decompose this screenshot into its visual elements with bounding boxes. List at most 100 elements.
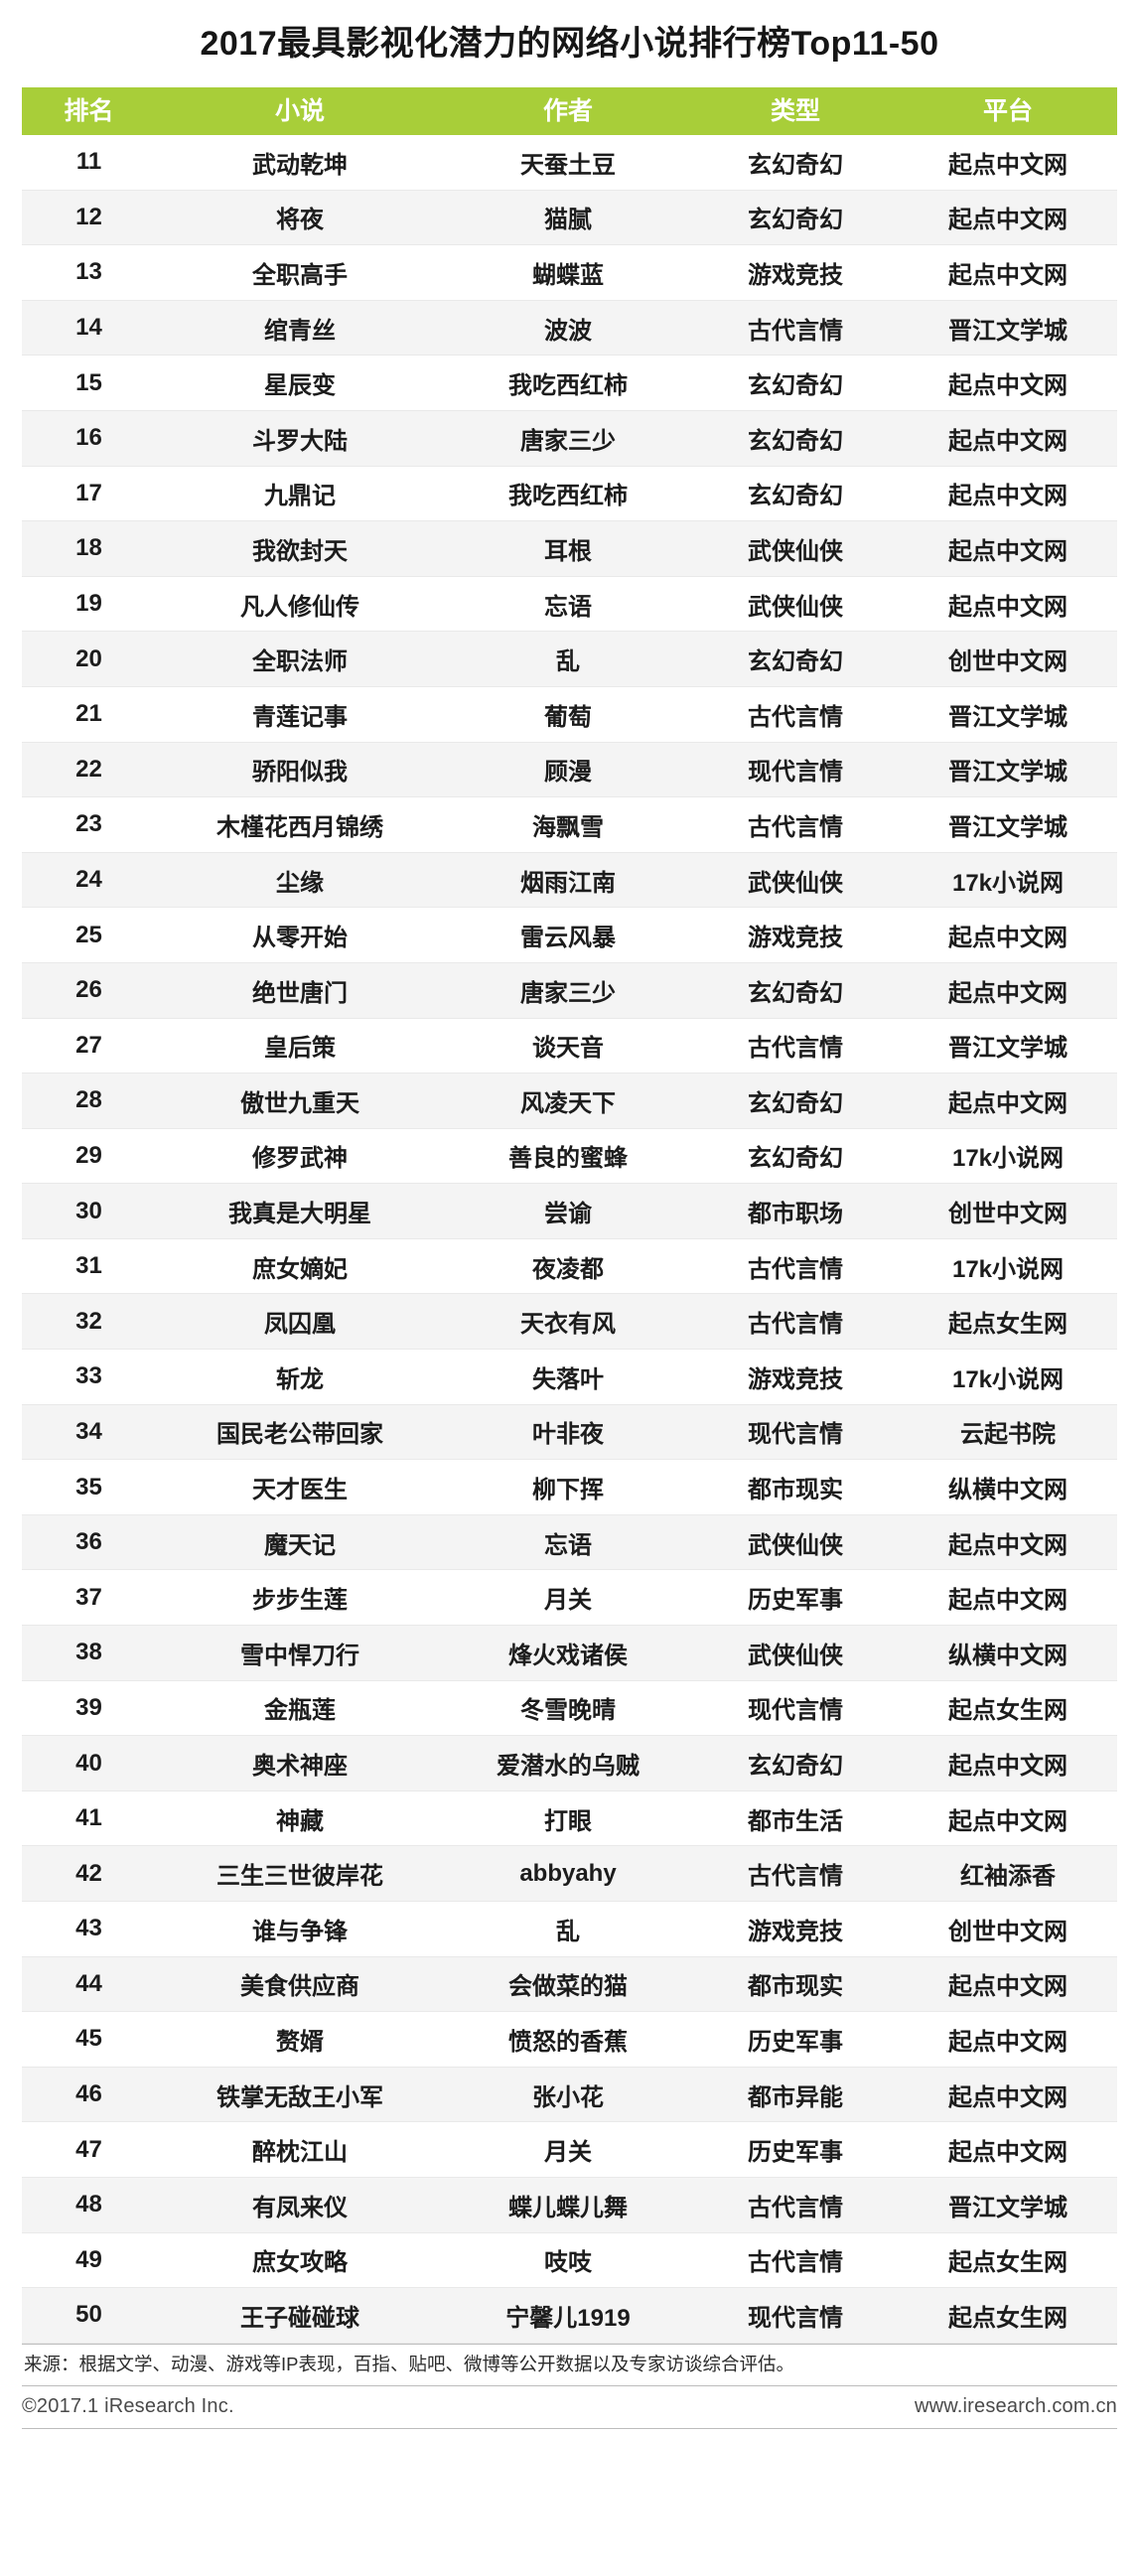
- cell-platform: 晋江文学城: [899, 300, 1117, 357]
- page-title: 2017最具影视化潜力的网络小说排行榜Top11-50: [200, 25, 939, 63]
- column-header-genre: 类型: [692, 87, 899, 135]
- cell-author: 柳下挥: [444, 1459, 692, 1515]
- cell-platform: 起点中文网: [899, 244, 1117, 301]
- cell-rank: 19: [22, 576, 156, 633]
- cell-genre: 历史军事: [692, 1569, 899, 1627]
- cell-author: 吱吱: [444, 2232, 692, 2289]
- table-row: 29 修罗武神 善良的蜜蜂 玄幻奇幻 17k小说网: [22, 1128, 1117, 1185]
- table-row: 12 将夜 猫腻 玄幻奇幻 起点中文网: [22, 190, 1117, 246]
- cell-author: 失落叶: [444, 1349, 692, 1405]
- cell-author: 耳根: [444, 520, 692, 577]
- cell-novel: 神藏: [156, 1790, 444, 1847]
- cell-novel: 步步生莲: [156, 1569, 444, 1627]
- table-row: 16 斗罗大陆 唐家三少 玄幻奇幻 起点中文网: [22, 410, 1117, 467]
- table-row: 43 谁与争锋乱游戏竞技 创世中文网: [22, 1901, 1117, 1957]
- cell-genre: 都市职场: [692, 1183, 899, 1239]
- cell-genre: 现代言情: [692, 742, 899, 798]
- cell-platform: 晋江文学城: [899, 1018, 1117, 1074]
- column-header-platform: 平台: [899, 87, 1117, 135]
- cell-rank: 35: [22, 1459, 156, 1515]
- cell-author: 顾漫: [444, 742, 692, 798]
- cell-genre: 武侠仙侠: [692, 576, 899, 633]
- table-row: 32 凤囚凰 天衣有风 古代言情 起点女生网: [22, 1293, 1117, 1351]
- cell-platform: 晋江文学城: [899, 686, 1117, 743]
- cell-rank: 21: [22, 686, 156, 743]
- cell-author: 打眼: [444, 1790, 692, 1847]
- table-row: 28 傲世九重天 风凌天下 玄幻奇幻 起点中文网: [22, 1073, 1117, 1129]
- cell-novel: 凡人修仙传: [156, 576, 444, 633]
- cell-platform: 起点中文网: [899, 1514, 1117, 1571]
- cell-author: 天蚕土豆: [444, 135, 692, 191]
- cell-novel: 我欲封天: [156, 520, 444, 577]
- table-row: 40 奥术神座 爱潜水的乌贼 玄幻奇幻 起点中文网: [22, 1735, 1117, 1791]
- cell-author: 我吃西红柿: [444, 355, 692, 411]
- cell-rank: 13: [22, 244, 156, 301]
- cell-rank: 34: [22, 1404, 156, 1461]
- cell-novel: 傲世九重天: [156, 1073, 444, 1129]
- cell-novel: 斩龙: [156, 1349, 444, 1405]
- table-row: 14 绾青丝 波波 古代言情 晋江文学城: [22, 300, 1117, 357]
- cell-author: 乱: [444, 631, 692, 687]
- cell-author: 唐家三少: [444, 410, 692, 467]
- cell-platform: 起点中文网: [899, 410, 1117, 467]
- cell-rank: 44: [22, 1956, 156, 2013]
- cell-genre: 古代言情: [692, 300, 899, 357]
- cell-author: 张小花: [444, 2067, 692, 2123]
- cell-genre: 古代言情: [692, 686, 899, 743]
- cell-rank: 46: [22, 2067, 156, 2123]
- cell-platform: 创世中文网: [899, 1183, 1117, 1239]
- cell-rank: 40: [22, 1735, 156, 1791]
- cell-rank: 42: [22, 1845, 156, 1902]
- cell-author: 风凌天下: [444, 1073, 692, 1129]
- cell-genre: 现代言情: [692, 2287, 899, 2344]
- cell-novel: 修罗武神: [156, 1128, 444, 1185]
- cell-author: 宁馨儿1919: [444, 2287, 692, 2344]
- cell-platform: 晋江文学城: [899, 796, 1117, 853]
- page-title-bar: 2017最具影视化潜力的网络小说排行榜Top11-50: [22, 0, 1117, 87]
- column-header-rank: 排名: [22, 87, 156, 135]
- cell-genre: 古代言情: [692, 2177, 899, 2233]
- cell-genre: 游戏竞技: [692, 244, 899, 301]
- table-row: 27 皇后策 谈天音 古代言情 晋江文学城: [22, 1018, 1117, 1074]
- table-row: 50 王子碰碰球 宁馨儿1919 现代言情 起点女生网: [22, 2287, 1117, 2344]
- table-row: 25 从零开始 雷云风暴 游戏竞技 起点中文网: [22, 907, 1117, 963]
- cell-novel: 绾青丝: [156, 300, 444, 357]
- cell-rank: 38: [22, 1625, 156, 1681]
- cell-novel: 奥术神座: [156, 1735, 444, 1791]
- cell-genre: 都市生活: [692, 1790, 899, 1847]
- cell-rank: 16: [22, 410, 156, 467]
- cell-novel: 赘婿: [156, 2011, 444, 2068]
- cell-rank: 12: [22, 190, 156, 246]
- cell-author: 尝谕: [444, 1183, 692, 1239]
- cell-genre: 古代言情: [692, 1845, 899, 1902]
- cell-author: 海飘雪: [444, 796, 692, 853]
- cell-novel: 庶女攻略: [156, 2232, 444, 2289]
- cell-author: 蝴蝶蓝: [444, 244, 692, 301]
- cell-novel: 绝世唐门: [156, 962, 444, 1019]
- cell-author: 我吃西红柿: [444, 466, 692, 522]
- cell-rank: 14: [22, 300, 156, 357]
- table-row: 15 星辰变 我吃西红柿 玄幻奇幻 起点中文网: [22, 355, 1117, 411]
- cell-novel: 天才医生: [156, 1459, 444, 1515]
- cell-platform: 起点中文网: [899, 520, 1117, 577]
- cell-novel: 王子碰碰球: [156, 2287, 444, 2344]
- cell-genre: 都市异能: [692, 2067, 899, 2123]
- cell-novel: 我真是大明星: [156, 1183, 444, 1239]
- cell-novel: 九鼎记: [156, 466, 444, 522]
- website-link[interactable]: www.iresearch.com.cn: [914, 2395, 1117, 2418]
- table-row: 35 天才医生 柳下挥 都市现实 纵横中文网: [22, 1459, 1117, 1515]
- cell-rank: 11: [22, 135, 156, 191]
- cell-author: 波波: [444, 300, 692, 357]
- cell-novel: 木槿花西月锦绣: [156, 796, 444, 853]
- cell-platform: 起点女生网: [899, 1680, 1117, 1737]
- cell-rank: 28: [22, 1073, 156, 1129]
- cell-platform: 晋江文学城: [899, 742, 1117, 798]
- cell-novel: 尘缘: [156, 852, 444, 909]
- table-row: 24 尘缘 烟雨江南 武侠仙侠 17k小说网: [22, 852, 1117, 909]
- table-row: 33 斩龙 失落叶 游戏竞技 17k小说网: [22, 1349, 1117, 1405]
- cell-rank: 29: [22, 1128, 156, 1185]
- cell-genre: 玄幻奇幻: [692, 631, 899, 687]
- cell-platform: 起点中文网: [899, 1956, 1117, 2013]
- cell-rank: 26: [22, 962, 156, 1019]
- cell-platform: 起点中文网: [899, 962, 1117, 1019]
